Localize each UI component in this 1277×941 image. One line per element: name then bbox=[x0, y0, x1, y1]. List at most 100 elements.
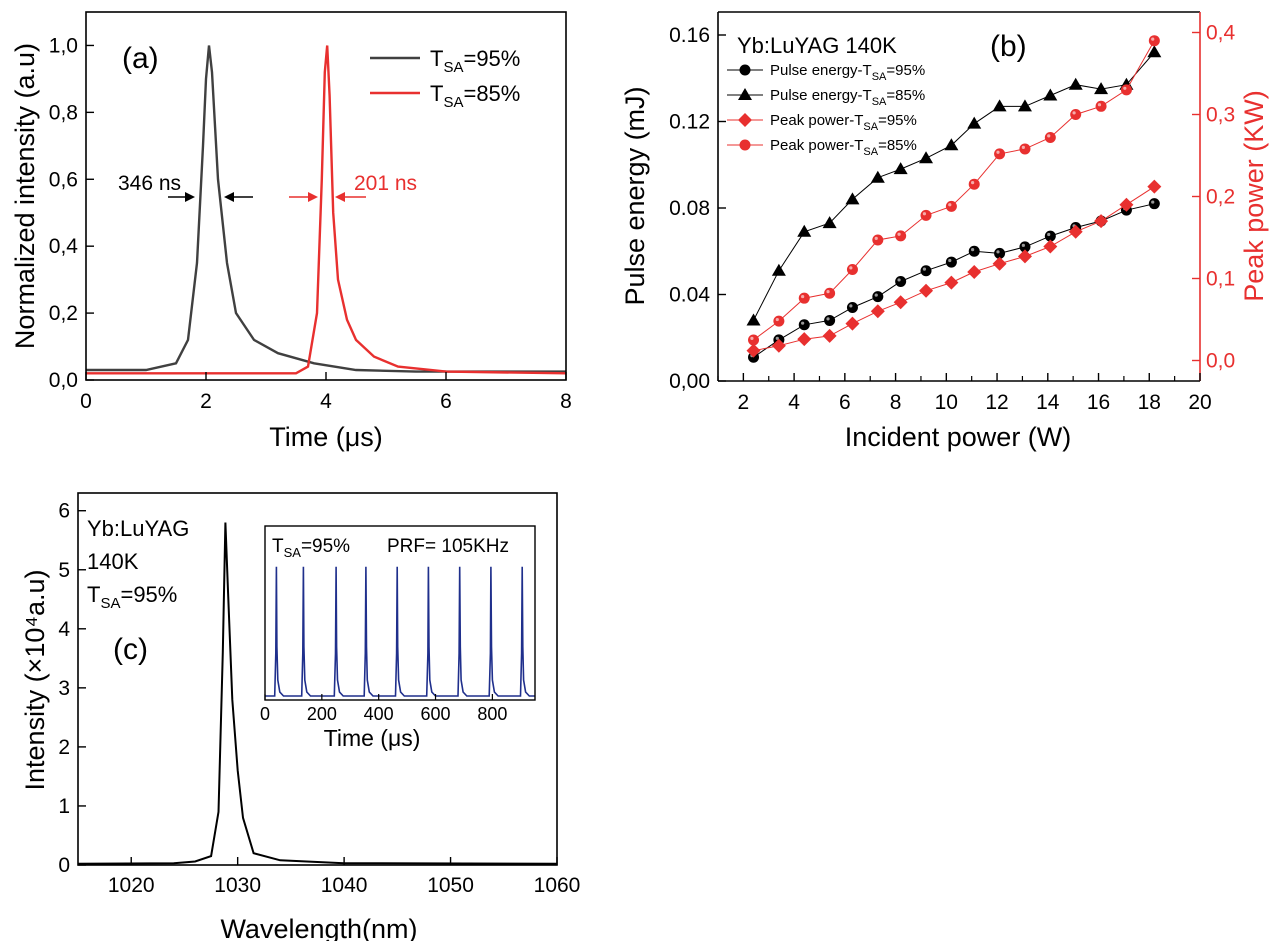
panel-b-legend: Pulse energy-TSA=95% Pulse energy-TSA=85… bbox=[727, 62, 925, 158]
data-point bbox=[845, 316, 860, 331]
x-tick-label: 4 bbox=[788, 391, 800, 414]
data-point bbox=[824, 287, 836, 299]
panel-b-xlabel: Incident power (W) bbox=[845, 422, 1072, 452]
data-point-highlight bbox=[801, 321, 805, 325]
y-tick-label: 3 bbox=[58, 677, 70, 700]
data-point bbox=[748, 334, 760, 346]
data-point bbox=[919, 151, 934, 164]
y-tick-label: 1 bbox=[58, 795, 70, 818]
data-point-highlight bbox=[1021, 243, 1025, 247]
data-point bbox=[1119, 197, 1134, 212]
inset-x-tick-label: 800 bbox=[477, 704, 507, 724]
panel-b-series bbox=[746, 35, 1162, 363]
spectrum-line bbox=[77, 522, 558, 865]
y-tick-label: 1,0 bbox=[49, 34, 78, 57]
data-point bbox=[1148, 35, 1160, 47]
panel-c-frame bbox=[77, 492, 558, 866]
y-right-tick-label: 0,3 bbox=[1206, 104, 1235, 127]
data-point bbox=[773, 315, 785, 327]
panel-c-xlabel: Wavelength(nm) bbox=[220, 914, 417, 941]
data-point bbox=[919, 283, 934, 298]
data-point-highlight bbox=[1072, 111, 1076, 115]
data-point-highlight bbox=[897, 232, 901, 236]
inset-text-tsa: TSA=95% bbox=[272, 536, 350, 560]
data-point bbox=[746, 313, 761, 326]
y-tick-label: 0,6 bbox=[49, 168, 78, 191]
data-point-highlight bbox=[826, 317, 830, 321]
x-tick-label: 10 bbox=[935, 391, 958, 414]
inset-xlabel: Time (μs) bbox=[324, 725, 421, 751]
data-point bbox=[893, 295, 908, 310]
x-tick-label: 8 bbox=[560, 390, 572, 413]
y-tick-label: 0.08 bbox=[669, 197, 710, 220]
inset-frame bbox=[264, 525, 536, 701]
data-point bbox=[1147, 179, 1162, 194]
data-point-highlight bbox=[874, 236, 878, 240]
chart-panel-c: 1020 1030 1040 1050 1060 0 1 2 3 4 5 6 Yb:LuYAG 140… bbox=[20, 492, 581, 941]
data-point bbox=[1043, 88, 1058, 101]
data-point bbox=[1043, 239, 1058, 254]
y-tick-label: 0.16 bbox=[669, 24, 710, 47]
data-point-highlight bbox=[922, 212, 927, 216]
legend-item-pp95: Peak power-TSA=95% bbox=[727, 112, 917, 133]
data-point-highlight bbox=[1151, 200, 1155, 204]
legend-item-pe85: Pulse energy-TSA=85% bbox=[727, 87, 925, 108]
data-point-highlight bbox=[1123, 86, 1127, 90]
inset-x-tick-label: 400 bbox=[364, 704, 394, 724]
svg-text:Peak power-TSA=85%: Peak power-TSA=85% bbox=[770, 137, 917, 158]
y-tick-label: 6 bbox=[58, 500, 70, 523]
data-point bbox=[1019, 241, 1031, 253]
panel-c-text-tsa: TSA=95% bbox=[87, 582, 177, 612]
data-point bbox=[967, 264, 982, 279]
panel-c-inset: 0 200 400 600 800 TSA=95% PRF= 105KHz Time (… bbox=[260, 525, 536, 751]
chart-panel-a: 0 2 4 6 8 0,0 0,2 0,4 0,6 0,8 1,0 (a) Time (μs) No… bbox=[10, 11, 572, 452]
y-right-tick-label: 0,4 bbox=[1206, 22, 1236, 45]
panel-b-ticks: 2 4 6 8 10 12 14 16 18 20 0,00 0.04 0.08 0.12 0.16 0,0 0… bbox=[669, 22, 1235, 415]
data-point bbox=[895, 230, 907, 242]
legend-item-pp85: Peak power-TSA=85% bbox=[727, 137, 917, 158]
data-point bbox=[1094, 214, 1109, 229]
data-point bbox=[1044, 131, 1056, 143]
x-tick-label: 2 bbox=[738, 391, 750, 414]
data-point bbox=[1019, 143, 1031, 155]
inset-x-tick-label: 600 bbox=[421, 704, 451, 724]
x-tick-label: 14 bbox=[1036, 391, 1060, 414]
data-point bbox=[968, 245, 980, 257]
panel-a-ylabel: Normalized intensity (a.u) bbox=[10, 43, 40, 349]
chart-panel-b: 2 4 6 8 10 12 14 16 18 20 0,00 0.04 0.08 0.12 0.16 0,0 0… bbox=[620, 11, 1269, 452]
inset-text-prf: PRF= 105KHz bbox=[387, 536, 509, 557]
data-point-highlight bbox=[826, 290, 830, 294]
data-point bbox=[944, 275, 959, 290]
legend-label-tsa95: TSA=95% bbox=[430, 46, 520, 76]
data-point bbox=[771, 263, 786, 276]
data-point-highlight bbox=[996, 250, 1000, 254]
data-point-highlight bbox=[775, 336, 779, 340]
inset-series bbox=[265, 566, 535, 697]
y-tick-label: 0 bbox=[58, 854, 70, 877]
data-point bbox=[822, 216, 837, 229]
y-tick-label: 5 bbox=[58, 559, 70, 582]
arrowhead-left-346 bbox=[185, 192, 195, 202]
data-point bbox=[798, 292, 810, 304]
data-point bbox=[992, 256, 1007, 271]
x-tick-label: 1060 bbox=[534, 874, 581, 897]
data-point bbox=[920, 209, 932, 221]
data-point bbox=[1147, 45, 1162, 58]
y-right-tick-label: 0,1 bbox=[1206, 268, 1235, 291]
x-tick-label: 6 bbox=[440, 390, 452, 413]
svg-text:Pulse energy-TSA=95%: Pulse energy-TSA=95% bbox=[770, 62, 925, 83]
data-point bbox=[1095, 100, 1107, 112]
data-point-highlight bbox=[948, 203, 952, 207]
inset-x-tick-label: 0 bbox=[260, 704, 270, 724]
panel-b-label: (b) bbox=[990, 30, 1027, 63]
y-tick-label: 2 bbox=[58, 736, 70, 759]
panel-b-ylabel-right: Peak power (KW) bbox=[1239, 90, 1269, 302]
svg-text:Peak power-TSA=95%: Peak power-TSA=95% bbox=[770, 112, 917, 133]
data-point-highlight bbox=[996, 150, 1000, 154]
legend-item-pe95: Pulse energy-TSA=95% bbox=[727, 62, 925, 83]
data-point bbox=[945, 256, 957, 268]
x-tick-label: 18 bbox=[1138, 391, 1161, 414]
panel-a-xlabel: Time (μs) bbox=[269, 422, 383, 452]
data-point-highlight bbox=[1021, 145, 1025, 149]
data-point bbox=[1120, 84, 1132, 96]
